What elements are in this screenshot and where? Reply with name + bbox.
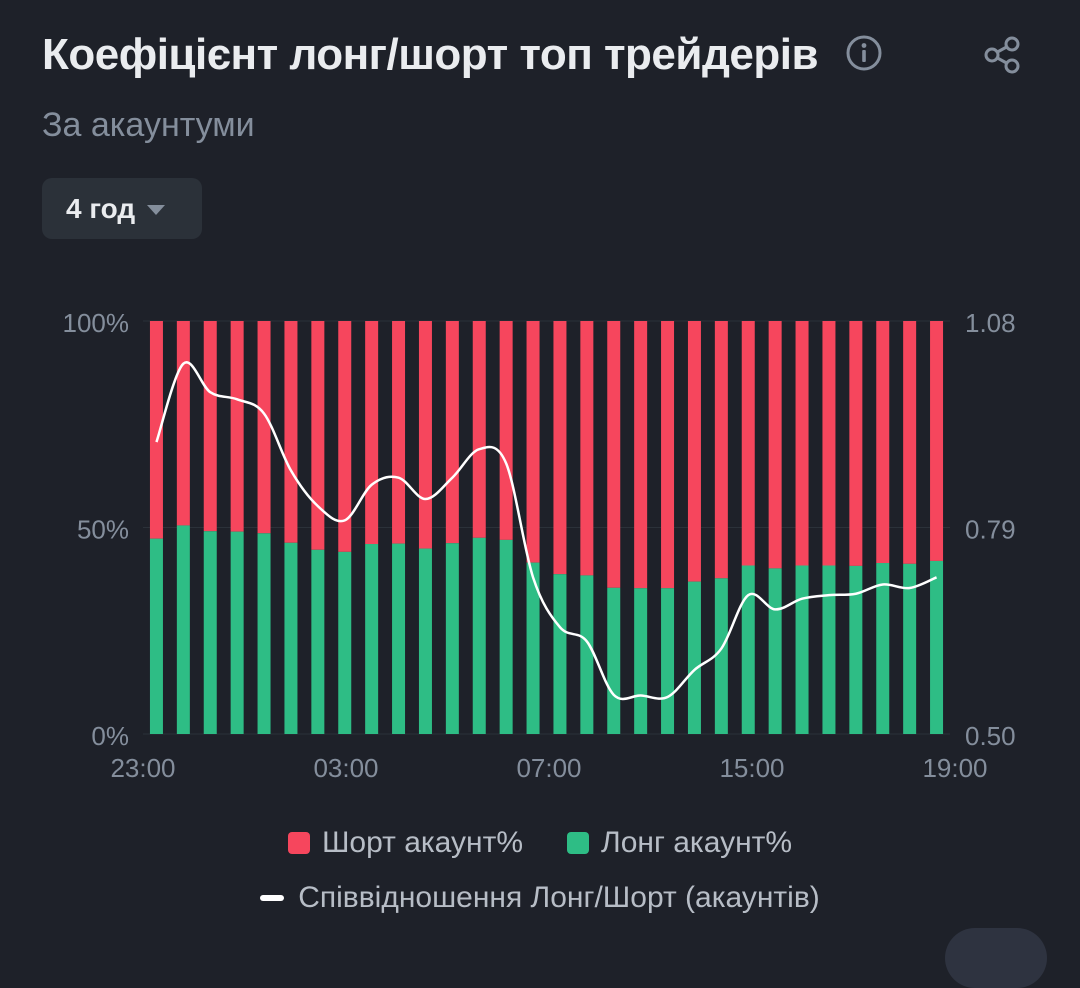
- long-bar: [714, 578, 728, 734]
- long-bar: [230, 531, 244, 734]
- share-icon[interactable]: [980, 33, 1024, 82]
- short-bar: [257, 321, 271, 534]
- long-bar: [176, 525, 190, 734]
- page-title: Коефіцієнт лонг/шорт топ трейдерів: [42, 30, 819, 79]
- x-tick-label: 07:00: [516, 753, 581, 783]
- long-bar: [580, 575, 594, 734]
- x-tick-label: 03:00: [313, 753, 378, 783]
- short-bar: [149, 321, 163, 539]
- legend-row-2: Співвідношення Лонг/Шорт (акаунтів): [0, 881, 1080, 915]
- long-bar: [203, 531, 217, 734]
- short-bar: [714, 321, 728, 579]
- long-bar: [876, 563, 890, 734]
- legend-item-long[interactable]: Лонг акаунт%: [567, 826, 792, 860]
- short-bar: [338, 321, 352, 552]
- y-right-tick-label: 0.50: [965, 721, 1016, 751]
- long-bar: [338, 551, 352, 734]
- short-bar: [445, 321, 459, 544]
- long-swatch: [567, 832, 590, 854]
- legend-long-label: Лонг акаунт%: [601, 826, 793, 859]
- ratio-line-swatch: [260, 895, 285, 901]
- x-tick-label: 23:00: [110, 753, 175, 783]
- short-bar: [768, 321, 782, 569]
- x-tick-label: 19:00: [922, 753, 987, 783]
- long-bar: [634, 588, 648, 734]
- short-bar: [203, 321, 217, 532]
- short-swatch: [287, 832, 310, 854]
- x-tick-label: 15:00: [719, 753, 784, 783]
- ratio-chart: 100% 50% 0% 1.08 0.79 0.50 23:00 03:00 07:00 15:0…: [63, 308, 1016, 783]
- long-bar: [930, 560, 944, 734]
- y-left-tick-label: 50%: [77, 515, 129, 545]
- long-bar: [768, 568, 782, 734]
- short-bar: [553, 321, 567, 575]
- long-bar: [311, 549, 325, 734]
- y-left-tick-label: 100%: [63, 308, 130, 338]
- long-bar: [445, 543, 459, 734]
- short-bar: [176, 321, 190, 526]
- legend-ratio-label: Співвідношення Лонг/Шорт (акаунтів): [298, 881, 820, 914]
- floating-action-button[interactable]: [945, 928, 1047, 988]
- legend-item-ratio[interactable]: Співвідношення Лонг/Шорт (акаунтів): [260, 881, 820, 915]
- short-bar: [526, 321, 540, 563]
- long-bar: [687, 581, 701, 734]
- long-bar: [553, 574, 567, 734]
- short-bar: [849, 321, 863, 566]
- short-bar: [580, 321, 594, 576]
- long-bar: [741, 565, 755, 734]
- short-bar: [284, 321, 298, 543]
- short-bar: [418, 321, 432, 549]
- short-bar: [499, 321, 513, 540]
- long-bar: [257, 533, 271, 734]
- y-left-tick-label: 0%: [91, 721, 129, 751]
- long-bar: [418, 548, 432, 734]
- long-bar: [472, 537, 486, 734]
- long-bar: [392, 543, 406, 734]
- short-bar: [230, 321, 244, 532]
- page-subtitle: За акаунтуми: [42, 106, 255, 144]
- short-bar: [634, 321, 648, 589]
- period-label: 4 год: [66, 192, 136, 224]
- short-bar: [795, 321, 809, 566]
- short-bar: [822, 321, 836, 566]
- long-bar: [149, 538, 163, 734]
- short-bar: [311, 321, 325, 550]
- short-bar: [741, 321, 755, 566]
- legend-row-1: Шорт акаунт% Лонг акаунт%: [0, 826, 1080, 860]
- caret-down-icon: [147, 204, 166, 215]
- legend-short-label: Шорт акаунт%: [321, 826, 524, 859]
- y-right-tick-label: 1.08: [965, 308, 1016, 338]
- info-icon[interactable]: [845, 34, 883, 77]
- long-bar: [284, 542, 298, 734]
- long-bar: [499, 539, 513, 734]
- short-bar: [876, 321, 890, 564]
- long-bar: [661, 588, 675, 734]
- long-bar: [526, 562, 540, 734]
- period-dropdown[interactable]: 4 год: [42, 178, 202, 239]
- ratio-line: [155, 361, 938, 701]
- long-bar: [607, 587, 621, 734]
- legend-item-short[interactable]: Шорт акаунт%: [287, 826, 524, 860]
- long-bar: [795, 565, 809, 734]
- long-bar: [365, 544, 379, 734]
- short-bar: [472, 321, 486, 538]
- short-bar: [365, 321, 379, 545]
- long-bar: [903, 563, 917, 734]
- long-bar: [822, 565, 836, 734]
- short-bar: [903, 321, 917, 564]
- long-bar: [849, 565, 863, 734]
- y-right-tick-label: 0.79: [965, 515, 1016, 545]
- short-bar: [607, 321, 621, 588]
- short-bar: [661, 321, 675, 589]
- short-bar: [930, 321, 944, 561]
- short-bar: [392, 321, 406, 544]
- short-bar: [687, 321, 701, 582]
